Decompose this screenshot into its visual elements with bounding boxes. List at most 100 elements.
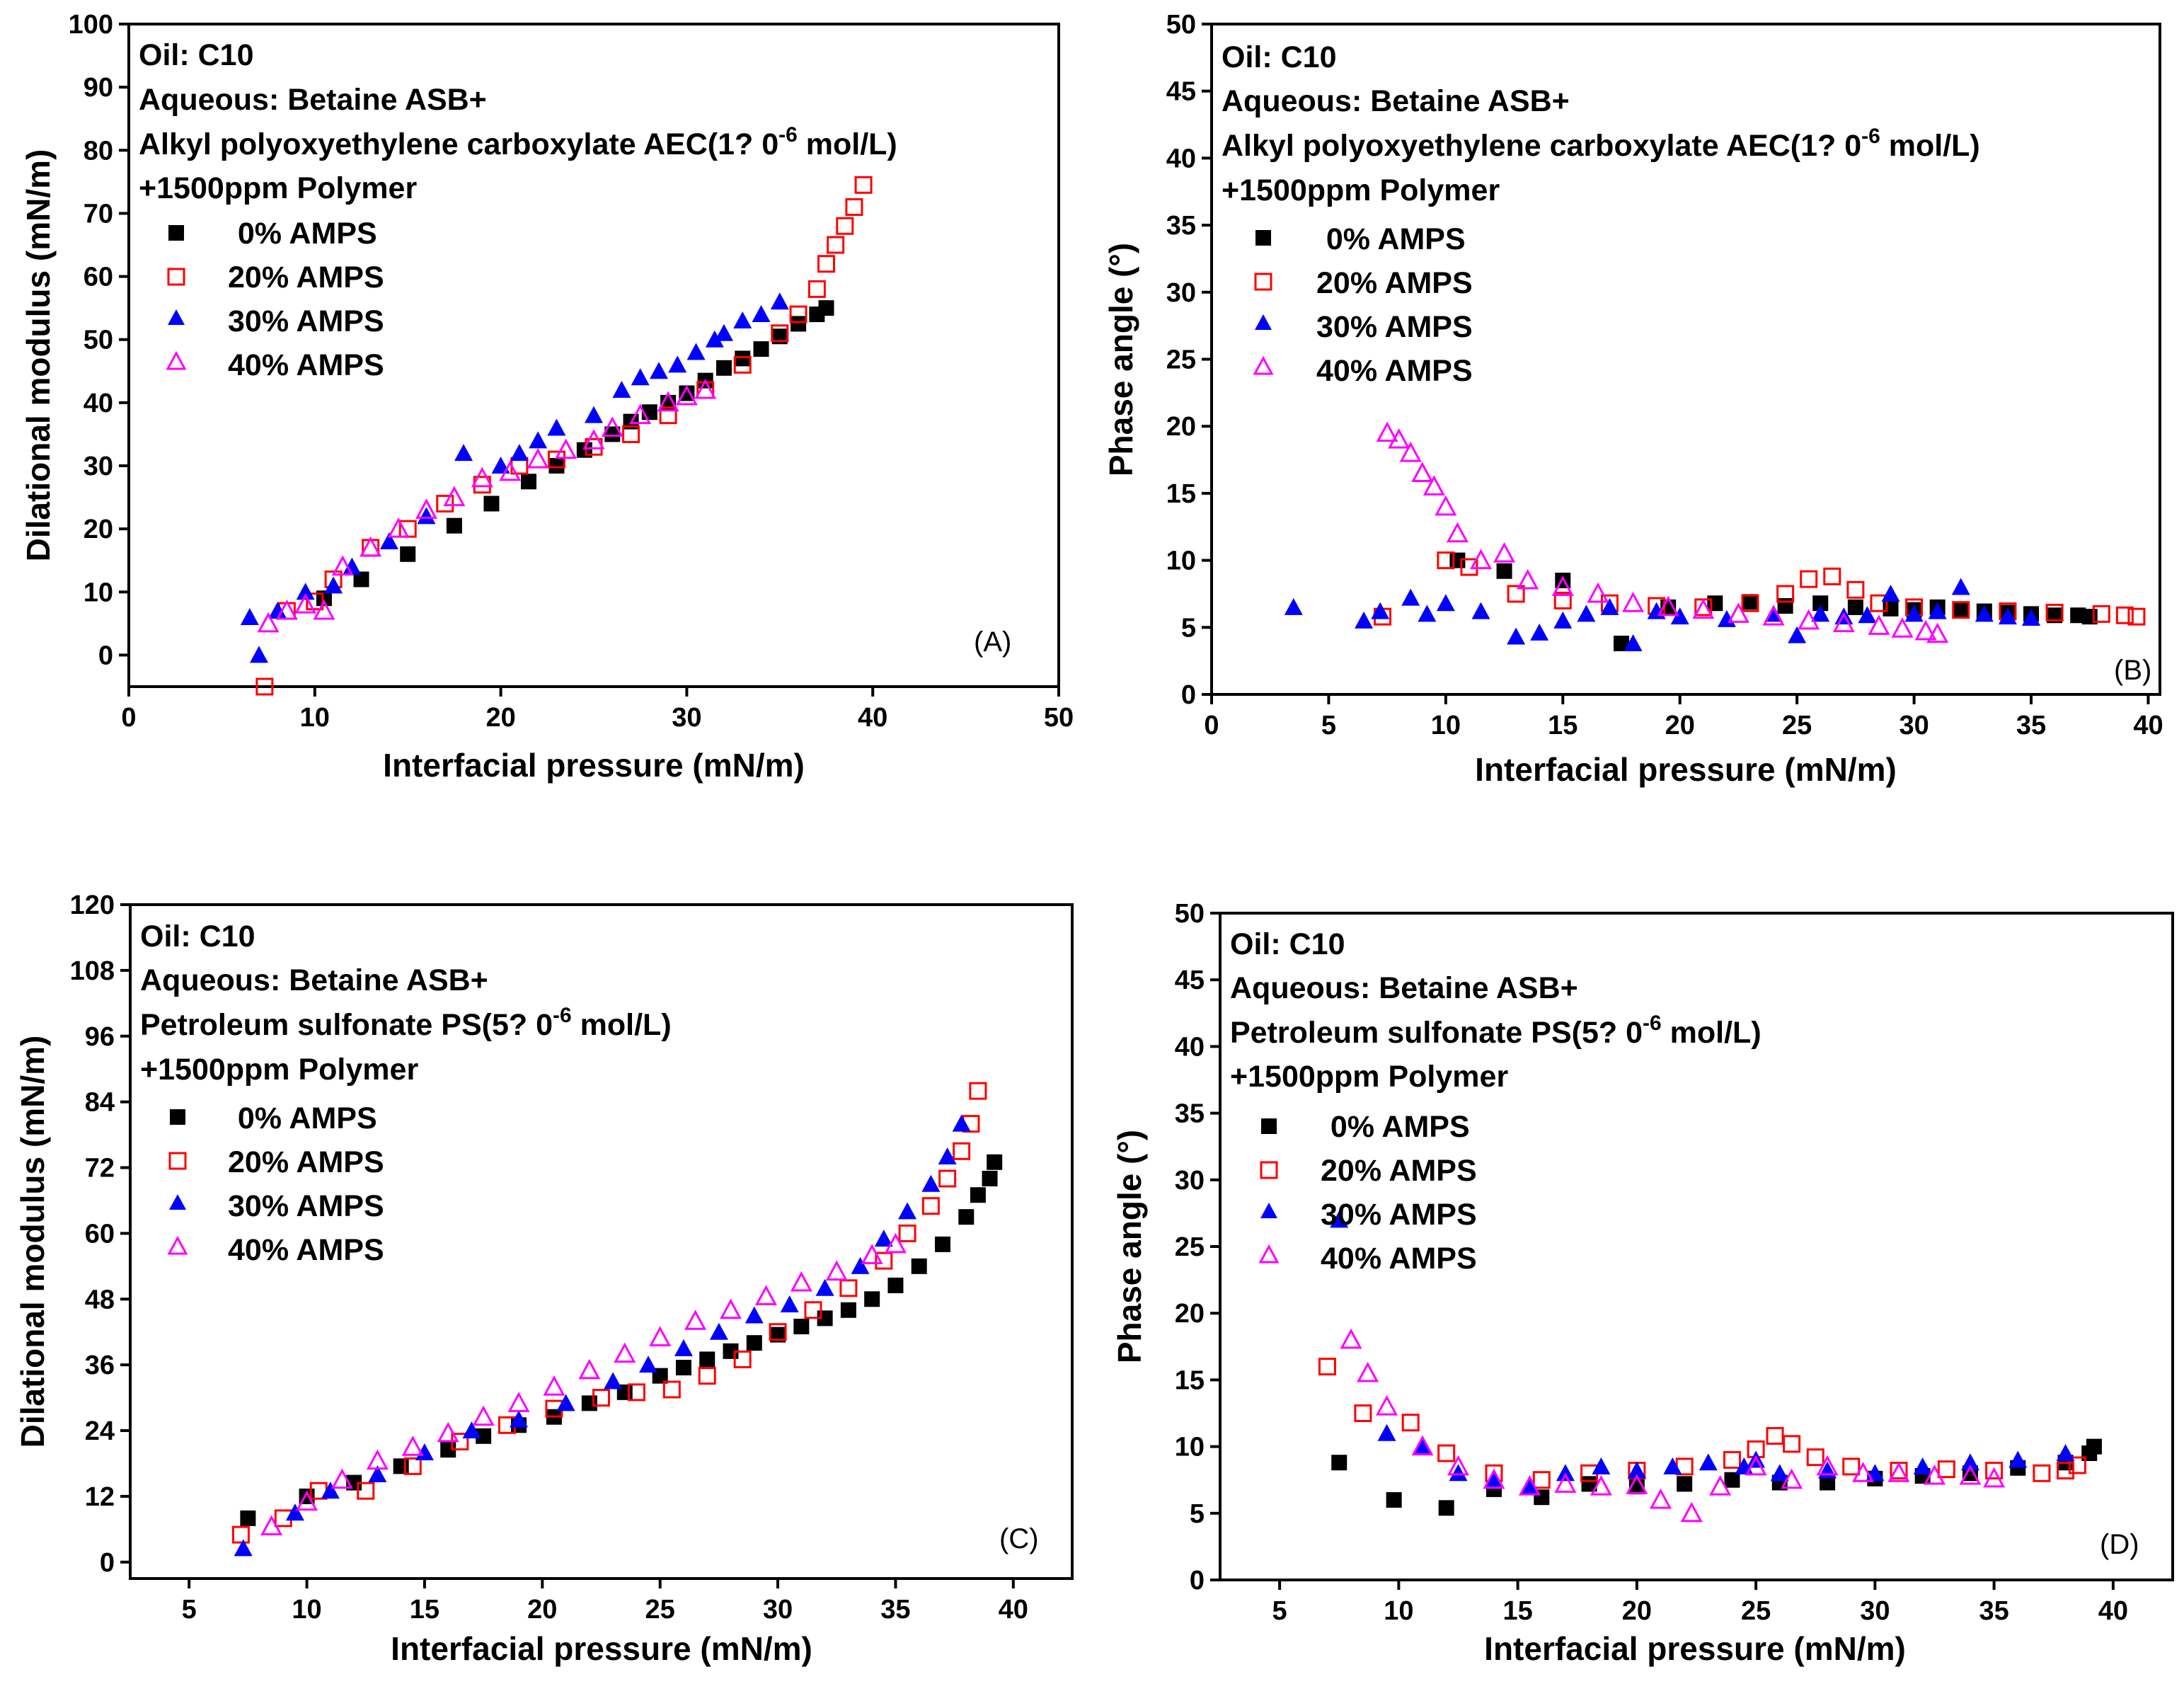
data-point-square-filled bbox=[970, 1187, 986, 1203]
data-point-triangle-filled bbox=[556, 1394, 575, 1411]
legend-label: 20% AMPS bbox=[1316, 266, 1473, 300]
data-point-square-open bbox=[2127, 607, 2146, 626]
data-point-square-open bbox=[2115, 606, 2134, 624]
legend-marker-square-open bbox=[167, 268, 185, 286]
data-point-triangle-filled bbox=[674, 1339, 693, 1356]
data-point-square-open bbox=[1437, 551, 1455, 570]
data-point-triangle-open bbox=[629, 403, 652, 425]
legend-marker-square-open bbox=[1254, 273, 1272, 291]
legend-label: 40% AMPS bbox=[1316, 354, 1473, 388]
data-point-triangle-open bbox=[527, 447, 549, 469]
data-point-triangle-open bbox=[257, 612, 280, 633]
legend-label: 30% AMPS bbox=[228, 304, 384, 338]
annotation-polymer: +1500ppm Polymer bbox=[139, 171, 417, 205]
data-point-triangle-open bbox=[790, 1271, 812, 1292]
annotation-polymer: +1500ppm Polymer bbox=[1222, 173, 1500, 207]
x-axis-label: Interfacial pressure (mN/m) bbox=[1475, 751, 1897, 788]
x-tick-label: 40 bbox=[2133, 711, 2163, 740]
y-tick-label: 20 bbox=[84, 515, 113, 544]
data-marks bbox=[231, 1082, 1003, 1557]
data-point-square-open bbox=[769, 1323, 787, 1341]
data-point-triangle-open bbox=[1551, 575, 1574, 596]
data-point-triangle-open bbox=[649, 1326, 672, 1346]
data-point-square-open bbox=[1870, 594, 1888, 612]
data-point-triangle-open bbox=[1423, 475, 1445, 496]
x-tick-label: 20 bbox=[485, 703, 515, 733]
annotation-aqueous: Aqueous: Betaine ASB+ bbox=[1222, 84, 1570, 118]
data-point-triangle-filled bbox=[529, 431, 548, 449]
data-point-triangle-filled bbox=[240, 607, 259, 625]
data-point-triangle-filled bbox=[851, 1256, 870, 1274]
surfactant-unit: mol/L) bbox=[798, 127, 897, 161]
data-point-square-filled bbox=[400, 546, 416, 562]
data-point-square-open bbox=[1460, 558, 1478, 576]
y-tick-label: 45 bbox=[1166, 77, 1196, 107]
data-point-square-open bbox=[231, 1525, 250, 1544]
data-point-square-filled bbox=[887, 1277, 904, 1293]
data-point-square-filled bbox=[1883, 600, 1899, 617]
data-point-triangle-open bbox=[1887, 1462, 1910, 1482]
data-point-triangle-open bbox=[1959, 1464, 1982, 1485]
data-point-triangle-open bbox=[415, 498, 437, 519]
data-point-triangle-open bbox=[1868, 614, 1890, 635]
data-point-triangle-open bbox=[601, 416, 623, 437]
legend-label: 40% AMPS bbox=[228, 1233, 384, 1267]
data-point-square-open bbox=[592, 1389, 610, 1407]
data-point-triangle-open bbox=[1891, 617, 1914, 638]
data-point-triangle-open bbox=[1493, 542, 1516, 563]
x-tick-label: 0 bbox=[1204, 711, 1219, 740]
legend-label: 40% AMPS bbox=[228, 348, 384, 382]
data-point-triangle-filled bbox=[1699, 1453, 1718, 1471]
data-point-triangle-filled bbox=[668, 355, 687, 373]
data-point-triangle-filled bbox=[898, 1202, 917, 1220]
data-point-triangle-filled bbox=[770, 292, 789, 310]
y-axis-label: Phase angle (°) bbox=[1111, 1130, 1148, 1363]
y-tick-label: 30 bbox=[1175, 1166, 1205, 1196]
data-point-triangle-filled bbox=[417, 507, 436, 525]
data-point-triangle-open bbox=[1762, 605, 1785, 626]
data-point-triangle-open bbox=[1411, 462, 1434, 482]
surfactant-text: Alkyl polyoxyethylene carboxylate AEC(1?… bbox=[1222, 129, 1861, 163]
legend-label: 30% AMPS bbox=[1321, 1198, 1477, 1232]
data-point-square-open bbox=[938, 1169, 957, 1188]
y-tick-label: 25 bbox=[1175, 1232, 1205, 1262]
x-tick-label: 30 bbox=[1860, 1596, 1890, 1626]
legend-marker-triangle-filled bbox=[1255, 314, 1272, 330]
data-point-triangle-open bbox=[471, 466, 493, 488]
data-point-triangle-open bbox=[694, 378, 717, 399]
data-point-square-filled bbox=[1812, 595, 1829, 612]
x-tick-label: 5 bbox=[182, 1595, 197, 1625]
data-point-triangle-filled bbox=[454, 444, 473, 462]
legend-label: 0% AMPS bbox=[1314, 1110, 1470, 1144]
data-point-triangle-open bbox=[1852, 1462, 1875, 1482]
data-point-square-open bbox=[807, 280, 826, 298]
axis-ticks: 0 5 10 15 20 25 30 35 40 0 5 10 15 20 25 30 35 40 45 50 bbox=[1166, 10, 2163, 740]
data-point-square-open bbox=[1823, 567, 1841, 585]
data-point-triangle-filled bbox=[1770, 1464, 1789, 1482]
data-point-triangle-open bbox=[1357, 1361, 1379, 1382]
y-tick-label: 45 bbox=[1175, 966, 1205, 995]
data-point-triangle-filled bbox=[415, 1443, 434, 1460]
data-point-square-filled bbox=[1496, 563, 1512, 579]
data-point-square-filled bbox=[715, 360, 732, 376]
data-point-triangle-filled bbox=[1520, 1477, 1539, 1495]
data-point-triangle-filled bbox=[1507, 627, 1526, 645]
surfactant-exponent: -6 bbox=[1643, 1012, 1662, 1035]
y-tick-label: 72 bbox=[85, 1154, 115, 1184]
legend-entry: 0% AMPS bbox=[168, 217, 377, 251]
data-point-square-open bbox=[804, 1301, 822, 1319]
panel-tag: (D) bbox=[2100, 1529, 2139, 1560]
y-tick-label: 30 bbox=[1166, 278, 1196, 308]
legend-entry: 40% AMPS bbox=[1253, 354, 1473, 388]
data-point-triangle-filled bbox=[1530, 623, 1549, 641]
x-tick-label: 10 bbox=[1431, 711, 1461, 740]
y-tick-label: 90 bbox=[84, 73, 113, 103]
data-point-triangle-open bbox=[1483, 1468, 1505, 1489]
legend-marker-triangle-open bbox=[1258, 1244, 1280, 1264]
data-point-square-filled bbox=[476, 1428, 492, 1444]
legend-marker-square-open bbox=[168, 1152, 187, 1170]
annotation-surfactant: Alkyl polyoxyethylene carboxylate AEC(1?… bbox=[139, 123, 897, 161]
data-point-triangle-filled bbox=[952, 1114, 971, 1132]
annotation-aqueous: Aqueous: Betaine ASB+ bbox=[1230, 971, 1578, 1005]
legend-entry: 30% AMPS bbox=[168, 304, 384, 338]
